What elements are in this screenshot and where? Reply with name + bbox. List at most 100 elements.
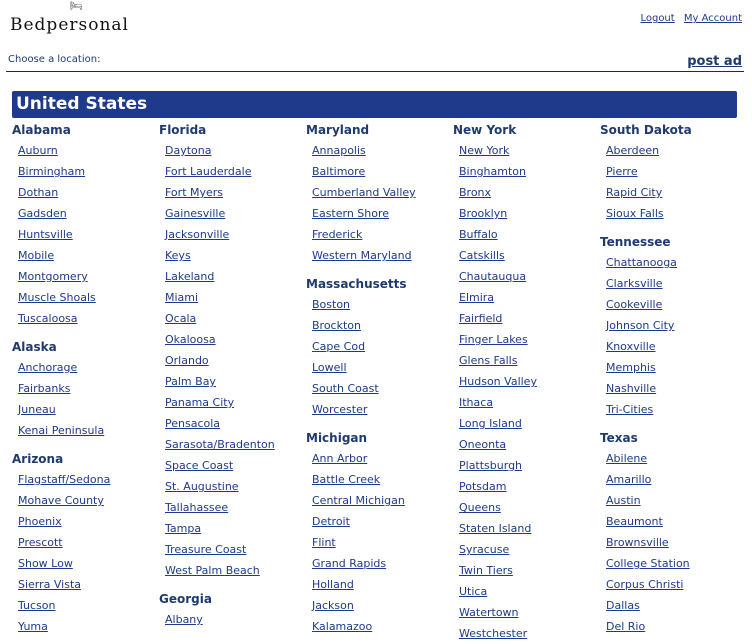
- city-link[interactable]: Keys: [165, 249, 191, 262]
- city-link[interactable]: Twin Tiers: [459, 564, 513, 577]
- city-link[interactable]: Abilene: [606, 452, 648, 465]
- city-link[interactable]: Nashville: [606, 382, 657, 395]
- logo[interactable]: 🛏 Bedpersonal: [10, 1, 129, 35]
- city-link[interactable]: Tri-Cities: [606, 403, 654, 416]
- city-link[interactable]: Potsdam: [459, 480, 507, 493]
- city-link[interactable]: Flagstaff/Sedona: [18, 473, 111, 486]
- city-link[interactable]: Dallas: [606, 599, 640, 612]
- city-link[interactable]: Westchester: [459, 627, 528, 640]
- city-link[interactable]: Montgomery: [18, 270, 88, 283]
- city-link[interactable]: Rapid City: [606, 186, 663, 199]
- city-link[interactable]: Space Coast: [165, 459, 234, 472]
- city-link[interactable]: Tucson: [18, 599, 56, 612]
- city-link[interactable]: St. Augustine: [165, 480, 239, 493]
- city-link[interactable]: Detroit: [312, 515, 350, 528]
- city-link[interactable]: Phoenix: [18, 515, 62, 528]
- city-link[interactable]: Boston: [312, 298, 351, 311]
- city-link[interactable]: Chattanooga: [606, 256, 677, 269]
- city-link[interactable]: Binghamton: [459, 165, 526, 178]
- city-link[interactable]: Buffalo: [459, 228, 498, 241]
- city-link[interactable]: Grand Rapids: [312, 557, 387, 570]
- city-link[interactable]: Annapolis: [312, 144, 366, 157]
- city-link[interactable]: Ann Arbor: [312, 452, 368, 465]
- city-link[interactable]: Amarillo: [606, 473, 652, 486]
- city-link[interactable]: Aberdeen: [606, 144, 660, 157]
- city-link[interactable]: Syracuse: [459, 543, 510, 556]
- city-link[interactable]: Johnson City: [606, 319, 675, 332]
- city-link[interactable]: Miami: [165, 291, 199, 304]
- city-link[interactable]: Central Michigan: [312, 494, 405, 507]
- city-link[interactable]: Finger Lakes: [459, 333, 528, 346]
- city-link[interactable]: Tallahassee: [165, 501, 229, 514]
- city-link[interactable]: Gainesville: [165, 207, 226, 220]
- city-link[interactable]: Mohave County: [18, 494, 104, 507]
- city-link[interactable]: Cumberland Valley: [312, 186, 416, 199]
- city-link[interactable]: Anchorage: [18, 361, 78, 374]
- city-link[interactable]: Prescott: [18, 536, 63, 549]
- city-link[interactable]: Cape Cod: [312, 340, 366, 353]
- city-link[interactable]: Elmira: [459, 291, 495, 304]
- city-link[interactable]: Fairbanks: [18, 382, 71, 395]
- city-link[interactable]: Palm Bay: [165, 375, 216, 388]
- city-link[interactable]: Lowell: [312, 361, 347, 374]
- city-link[interactable]: Clarksville: [606, 277, 663, 290]
- city-link[interactable]: South Coast: [312, 382, 379, 395]
- city-link[interactable]: Albany: [165, 613, 203, 626]
- city-link[interactable]: Long Island: [459, 417, 522, 430]
- post-ad-link[interactable]: post ad: [687, 54, 742, 69]
- city-link[interactable]: Muscle Shoals: [18, 291, 96, 304]
- city-link[interactable]: Memphis: [606, 361, 656, 374]
- city-link[interactable]: Gadsden: [18, 207, 67, 220]
- city-link[interactable]: Beaumont: [606, 515, 663, 528]
- city-link[interactable]: Show Low: [18, 557, 73, 570]
- city-link[interactable]: Fairfield: [459, 312, 503, 325]
- city-link[interactable]: Watertown: [459, 606, 519, 619]
- city-link[interactable]: Jacksonville: [165, 228, 230, 241]
- city-link[interactable]: College Station: [606, 557, 690, 570]
- city-link[interactable]: Dothan: [18, 186, 59, 199]
- city-link[interactable]: Brooklyn: [459, 207, 508, 220]
- city-link[interactable]: Plattsburgh: [459, 459, 523, 472]
- city-link[interactable]: Treasure Coast: [165, 543, 247, 556]
- city-link[interactable]: Chautauqua: [459, 270, 527, 283]
- city-link[interactable]: Bronx: [459, 186, 492, 199]
- city-link[interactable]: Mobile: [18, 249, 55, 262]
- city-link[interactable]: Yuma: [18, 620, 48, 633]
- city-link[interactable]: Panama City: [165, 396, 235, 409]
- city-link[interactable]: Catskills: [459, 249, 505, 262]
- city-link[interactable]: Okaloosa: [165, 333, 216, 346]
- city-link[interactable]: Ithaca: [459, 396, 494, 409]
- city-link[interactable]: Frederick: [312, 228, 363, 241]
- city-link[interactable]: Glens Falls: [459, 354, 518, 367]
- city-link[interactable]: Lakeland: [165, 270, 215, 283]
- city-link[interactable]: Ocala: [165, 312, 197, 325]
- city-link[interactable]: Austin: [606, 494, 641, 507]
- city-link[interactable]: Oneonta: [459, 438, 507, 451]
- city-link[interactable]: Del Rio: [606, 620, 646, 633]
- city-link[interactable]: Tampa: [165, 522, 202, 535]
- city-link[interactable]: Fort Myers: [165, 186, 224, 199]
- city-link[interactable]: Fort Lauderdale: [165, 165, 252, 178]
- city-link[interactable]: Sierra Vista: [18, 578, 82, 591]
- city-link[interactable]: Daytona: [165, 144, 212, 157]
- logout-link[interactable]: Logout: [640, 13, 675, 24]
- city-link[interactable]: Brownsville: [606, 536, 669, 549]
- city-link[interactable]: Baltimore: [312, 165, 366, 178]
- my-account-link[interactable]: My Account: [683, 13, 742, 24]
- city-link[interactable]: Eastern Shore: [312, 207, 390, 220]
- city-link[interactable]: New York: [459, 144, 510, 157]
- city-link[interactable]: Kenai Peninsula: [18, 424, 105, 437]
- city-link[interactable]: West Palm Beach: [165, 564, 260, 577]
- city-link[interactable]: Sioux Falls: [606, 207, 664, 220]
- city-link[interactable]: Flint: [312, 536, 336, 549]
- city-link[interactable]: Pensacola: [165, 417, 221, 430]
- city-link[interactable]: Orlando: [165, 354, 209, 367]
- city-link[interactable]: Pierre: [606, 165, 638, 178]
- city-link[interactable]: Holland: [312, 578, 354, 591]
- city-link[interactable]: Knoxville: [606, 340, 656, 353]
- city-link[interactable]: Juneau: [18, 403, 56, 416]
- city-link[interactable]: Kalamazoo: [312, 620, 373, 633]
- city-link[interactable]: Corpus Christi: [606, 578, 684, 591]
- city-link[interactable]: Sarasota/Bradenton: [165, 438, 275, 451]
- city-link[interactable]: Western Maryland: [312, 249, 412, 262]
